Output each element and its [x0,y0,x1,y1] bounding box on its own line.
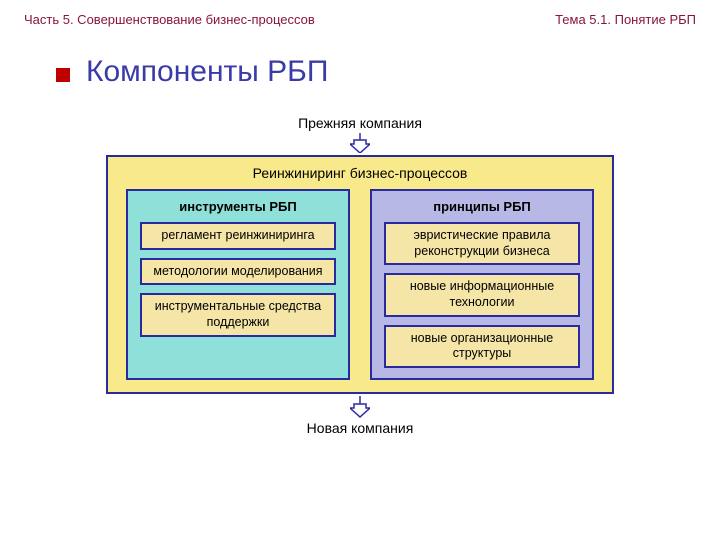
header-right-text: Тема 5.1. Понятие РБП [555,12,696,27]
columns-container: инструменты РБП регламент реинжиниринга … [108,189,612,380]
main-box-title: Реинжиниринг бизнес-процессов [108,157,612,189]
header: Часть 5. Совершенствование бизнес-процес… [0,0,720,27]
item-box: методологии моделирования [140,258,336,286]
title-bullet-icon [56,68,70,82]
title-row: Компоненты РБП [0,27,720,89]
top-label: Прежняя компания [0,115,720,131]
column-principles: принципы РБП эвристические правила рекон… [370,189,594,380]
arrow-down-top-icon [0,133,720,153]
item-box: новые информационные технологии [384,273,580,316]
bottom-label: Новая компания [0,420,720,436]
column-right-title: принципы РБП [372,191,592,222]
main-box: Реинжиниринг бизнес-процессов инструмент… [106,155,614,394]
column-instruments: инструменты РБП регламент реинжиниринга … [126,189,350,380]
item-box: новые организационные структуры [384,325,580,368]
item-box: регламент реинжиниринга [140,222,336,250]
arrow-down-bottom-icon [0,396,720,418]
header-left-text: Часть 5. Совершенствование бизнес-процес… [24,12,315,27]
item-box: эвристические правила реконструкции бизн… [384,222,580,265]
page-title: Компоненты РБП [86,55,328,89]
item-box: инструментальные средства поддержки [140,293,336,336]
column-left-title: инструменты РБП [128,191,348,222]
